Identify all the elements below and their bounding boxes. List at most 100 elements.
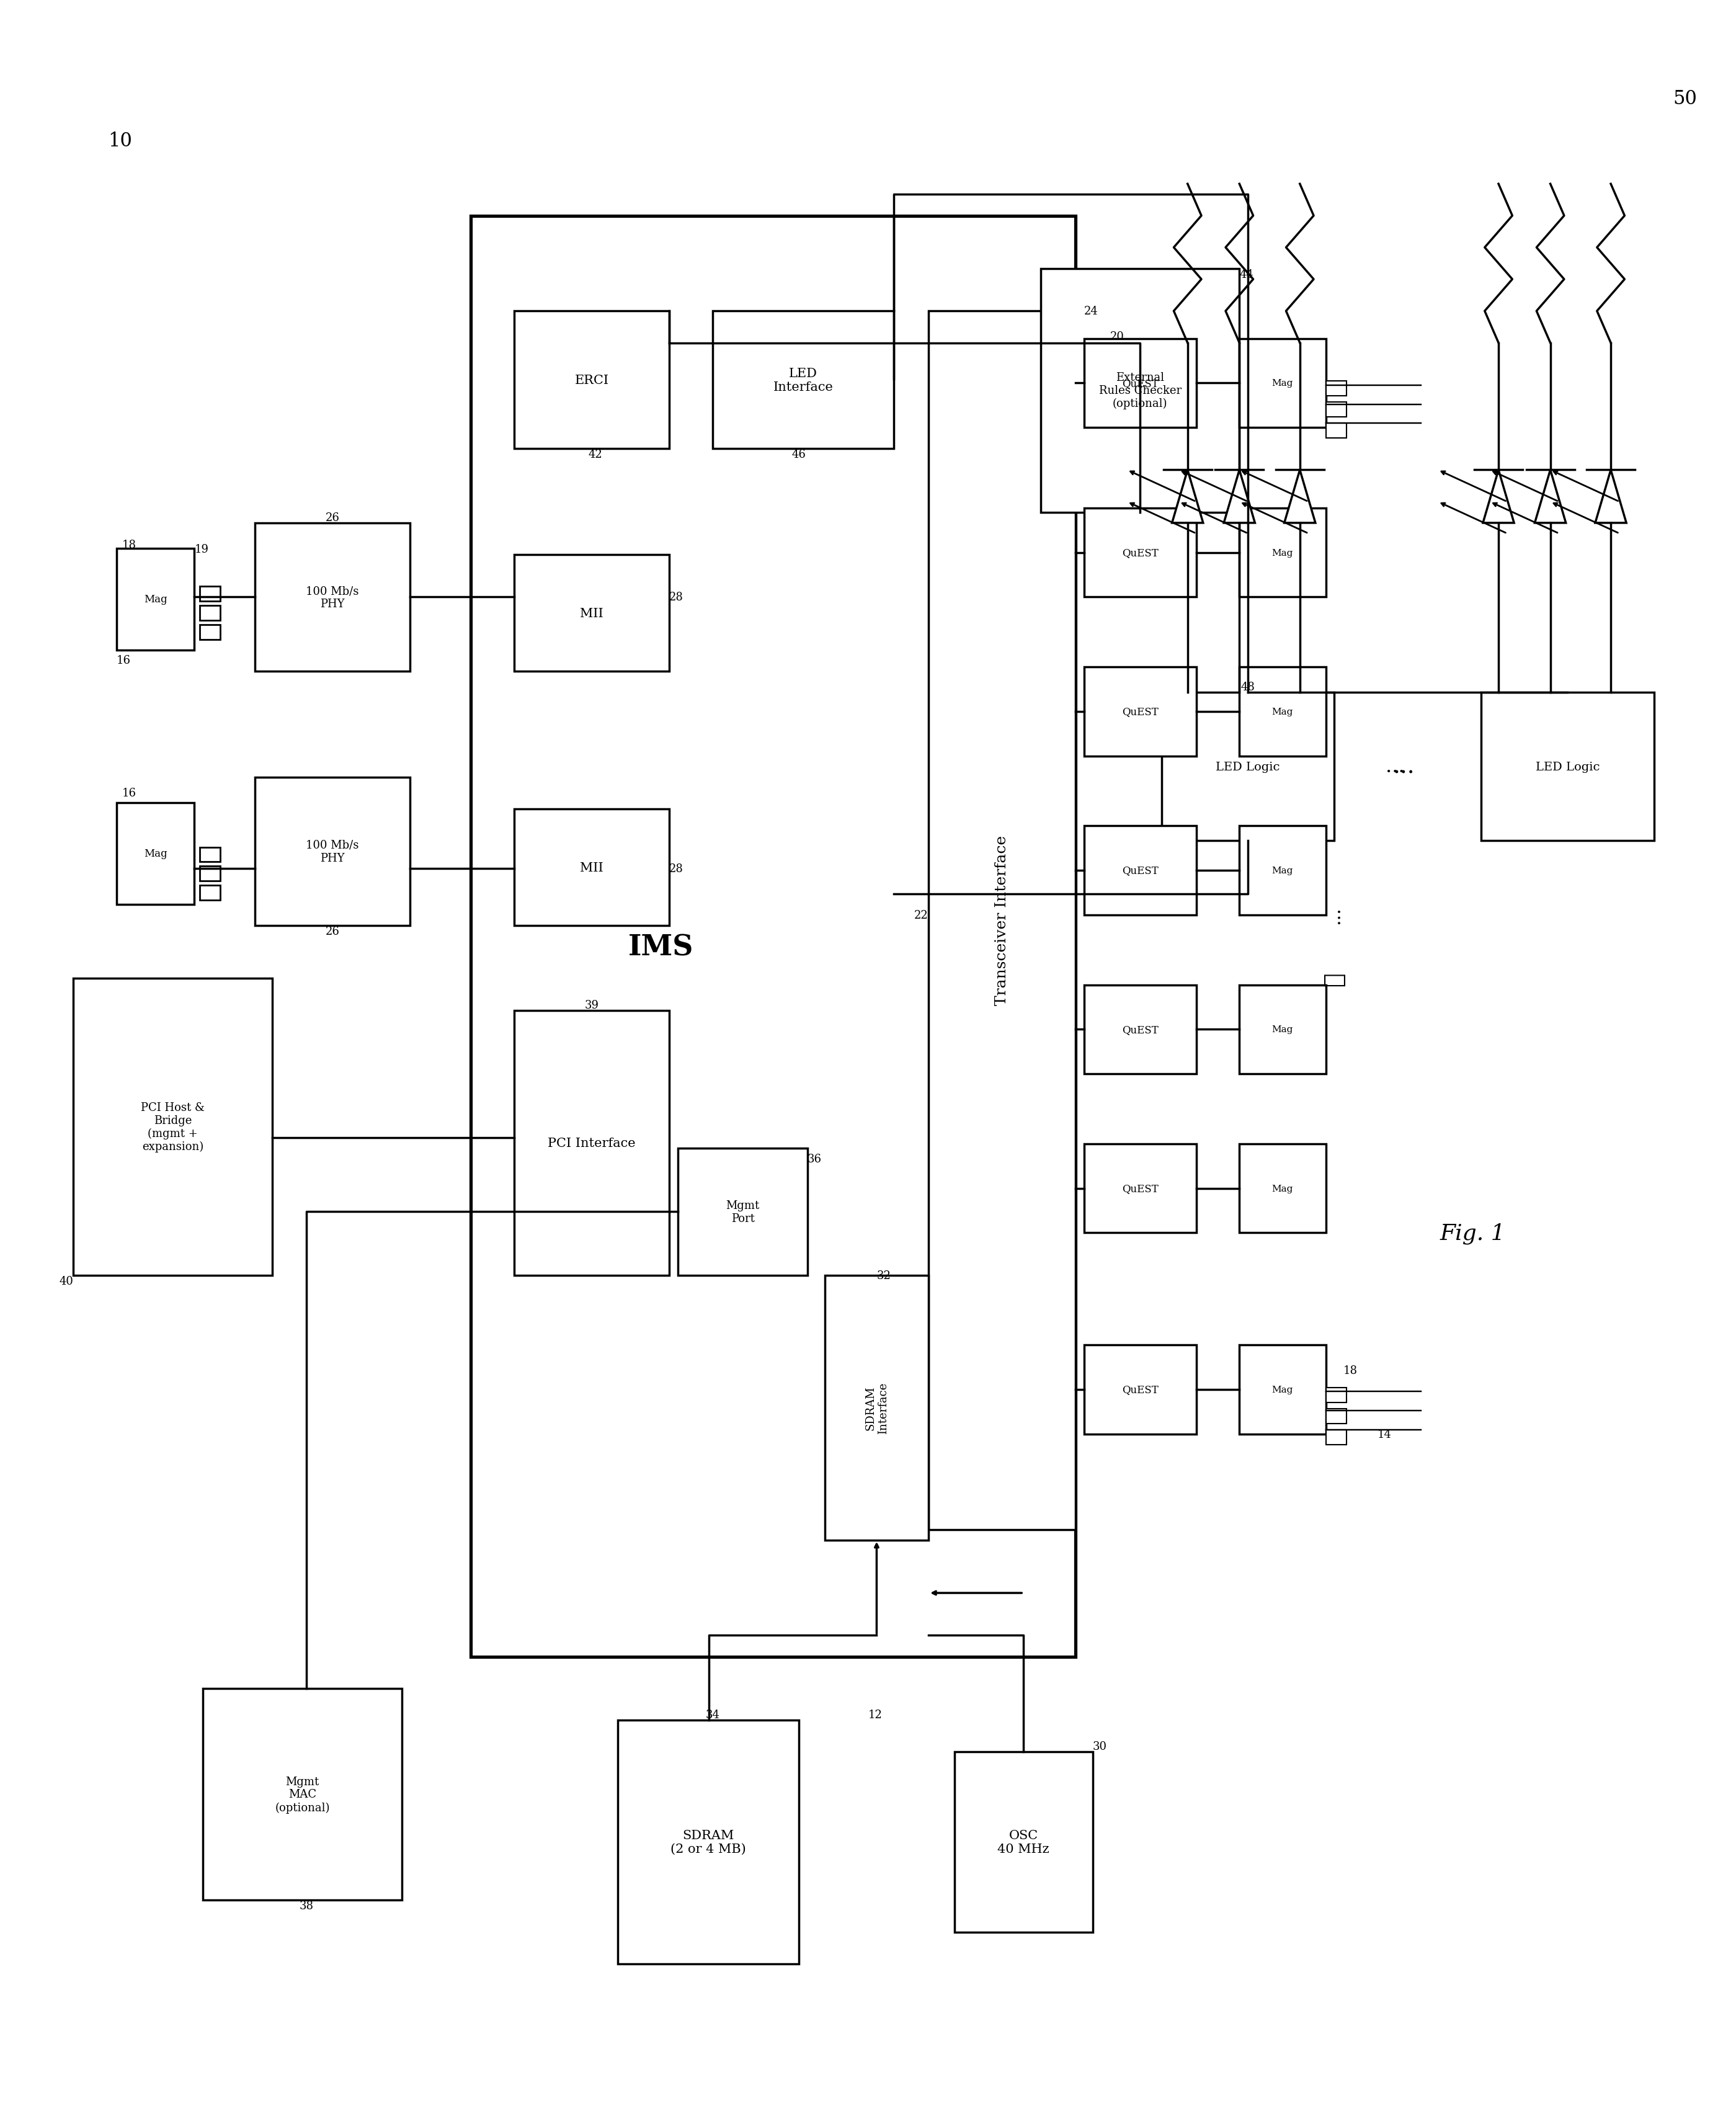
Text: QuEST: QuEST [1121, 379, 1158, 389]
Bar [116, 802, 194, 904]
Text: Mag: Mag [144, 849, 167, 859]
Bar [1083, 508, 1196, 598]
Bar [1240, 508, 1326, 598]
Text: Mag: Mag [1272, 866, 1293, 874]
Text: QuEST: QuEST [1121, 1385, 1158, 1395]
Text: SDRAM
(2 or 4 MB): SDRAM (2 or 4 MB) [670, 1829, 746, 1855]
Polygon shape [1224, 470, 1255, 523]
Text: 12: 12 [868, 1708, 882, 1721]
Bar [955, 1753, 1092, 1931]
Text: ...: ... [1392, 755, 1415, 778]
Text: 34: 34 [705, 1708, 720, 1721]
Bar [514, 311, 670, 449]
Text: MII: MII [580, 861, 604, 874]
Text: 46: 46 [792, 449, 806, 459]
Bar [514, 808, 670, 925]
Text: LED Logic: LED Logic [1215, 761, 1279, 772]
Text: QuEST: QuEST [1121, 866, 1158, 876]
Text: PCI Interface: PCI Interface [547, 1138, 635, 1149]
Text: 32: 32 [877, 1270, 891, 1280]
Text: 48: 48 [1241, 681, 1255, 693]
Text: Mag: Mag [1272, 708, 1293, 717]
Bar [1083, 338, 1196, 428]
Text: Mag: Mag [1272, 379, 1293, 387]
Text: 100 Mb/s
PHY: 100 Mb/s PHY [306, 585, 359, 610]
Text: Mag: Mag [1272, 1185, 1293, 1193]
Text: 20: 20 [1109, 332, 1123, 342]
Text: SDRAM
Interface: SDRAM Interface [865, 1383, 889, 1434]
Text: 28: 28 [670, 591, 684, 604]
Text: Mag: Mag [1272, 1025, 1293, 1034]
Text: PCI Host &
Bridge
(mgmt +
expansion): PCI Host & Bridge (mgmt + expansion) [141, 1102, 205, 1153]
Bar [1240, 1144, 1326, 1234]
Bar [514, 1010, 670, 1276]
Text: Mag: Mag [1272, 1385, 1293, 1393]
Bar [929, 311, 1075, 1529]
Text: MII: MII [580, 608, 604, 619]
Text: 18: 18 [122, 540, 135, 551]
Bar [200, 606, 220, 621]
Text: LED
Interface: LED Interface [773, 368, 833, 393]
Text: Mag: Mag [1272, 549, 1293, 557]
Bar [1240, 985, 1326, 1074]
Bar [1083, 668, 1196, 757]
Text: 26: 26 [325, 925, 340, 938]
Text: 42: 42 [589, 449, 602, 459]
Bar [1083, 1344, 1196, 1434]
Bar [1240, 338, 1326, 428]
Bar [1083, 1144, 1196, 1234]
Text: 18: 18 [1344, 1366, 1358, 1376]
Text: ⋯: ⋯ [1323, 972, 1345, 985]
Text: Fig. 1: Fig. 1 [1439, 1223, 1505, 1244]
Text: 16: 16 [116, 655, 130, 666]
Bar [203, 1689, 401, 1899]
Text: 50: 50 [1674, 89, 1698, 108]
Bar [255, 778, 410, 925]
Bar [1240, 668, 1326, 757]
Bar [1083, 985, 1196, 1074]
Text: Mgmt
Port: Mgmt Port [726, 1200, 760, 1223]
Text: 40: 40 [59, 1276, 73, 1287]
Text: ERCI: ERCI [575, 374, 609, 387]
Text: 100 Mb/s
PHY: 100 Mb/s PHY [306, 840, 359, 864]
Bar [712, 311, 894, 449]
Bar [1481, 693, 1654, 840]
Bar [73, 978, 273, 1276]
Text: 10: 10 [108, 132, 132, 151]
Bar [255, 523, 410, 672]
Text: Mgmt
MAC
(optional): Mgmt MAC (optional) [274, 1776, 330, 1812]
Text: QuEST: QuEST [1121, 547, 1158, 557]
Bar [1326, 381, 1347, 396]
Text: Mag: Mag [144, 593, 167, 604]
Bar [1326, 402, 1347, 417]
Polygon shape [1285, 470, 1316, 523]
Bar [1083, 825, 1196, 915]
Bar [825, 1276, 929, 1540]
Bar [514, 555, 670, 672]
Text: 39: 39 [585, 1000, 599, 1010]
Text: LED Logic: LED Logic [1536, 761, 1599, 772]
Text: QuEST: QuEST [1121, 1183, 1158, 1193]
Bar [1161, 693, 1335, 840]
Bar [1326, 1387, 1347, 1402]
Text: ...: ... [1326, 906, 1344, 923]
Bar [1240, 1344, 1326, 1434]
Bar [470, 217, 1075, 1657]
Text: QuEST: QuEST [1121, 1025, 1158, 1036]
Text: 26: 26 [325, 513, 340, 523]
Bar [1326, 423, 1347, 438]
Text: Transceiver Interface: Transceiver Interface [995, 836, 1009, 1006]
Text: 16: 16 [122, 787, 135, 800]
Polygon shape [1595, 470, 1627, 523]
Bar [1042, 270, 1240, 513]
Text: 28: 28 [670, 864, 684, 874]
Bar [116, 549, 194, 651]
Text: ...: ... [1385, 757, 1404, 776]
Polygon shape [1172, 470, 1203, 523]
Polygon shape [1535, 470, 1566, 523]
Bar [679, 1149, 807, 1276]
Text: OSC
40 MHz: OSC 40 MHz [998, 1829, 1049, 1855]
Bar [1240, 825, 1326, 915]
Bar [200, 847, 220, 861]
Bar [1326, 1408, 1347, 1423]
